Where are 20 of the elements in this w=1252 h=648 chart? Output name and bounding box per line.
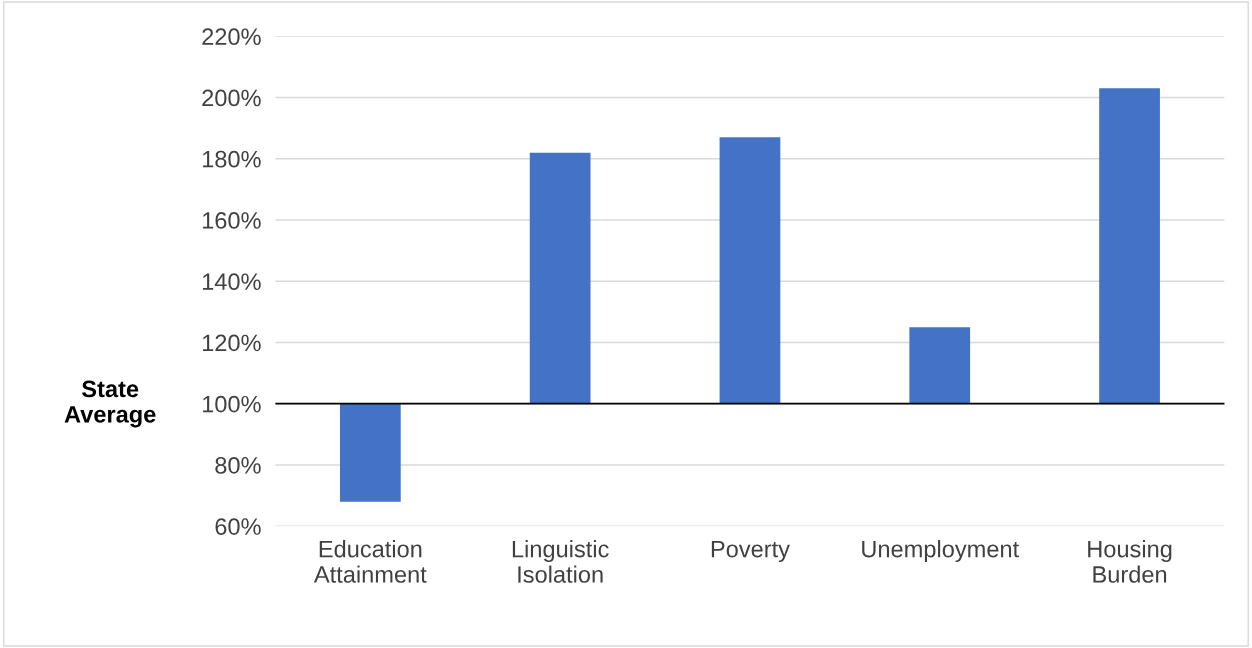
- x-tick-label: Housing Burden: [1088, 540, 1172, 583]
- y-tick-label: 140%: [202, 273, 261, 291]
- y-tick-label: 220%: [202, 28, 261, 46]
- y-tick-label: 80%: [215, 457, 261, 474]
- y-tick-label: 100%: [202, 395, 261, 413]
- y-tick-label: 60%: [215, 518, 261, 535]
- x-tick-label: Education Attainment: [313, 540, 427, 583]
- x-tick-label: Poverty: [711, 540, 790, 563]
- bar: [339, 403, 401, 502]
- ref-line-label: State Average: [64, 380, 156, 428]
- bar: [909, 327, 971, 404]
- y-tick-label: 200%: [202, 89, 261, 107]
- y-tick-label: 120%: [202, 334, 261, 352]
- y-tick-label: 160%: [202, 212, 261, 229]
- bar: [719, 137, 781, 404]
- x-tick-label: Linguistic Isolation: [512, 540, 609, 583]
- bar: [1099, 88, 1160, 404]
- bar: [529, 152, 591, 404]
- x-tick-label: Unemployment: [862, 540, 1019, 563]
- y-tick-label: 180%: [202, 150, 261, 168]
